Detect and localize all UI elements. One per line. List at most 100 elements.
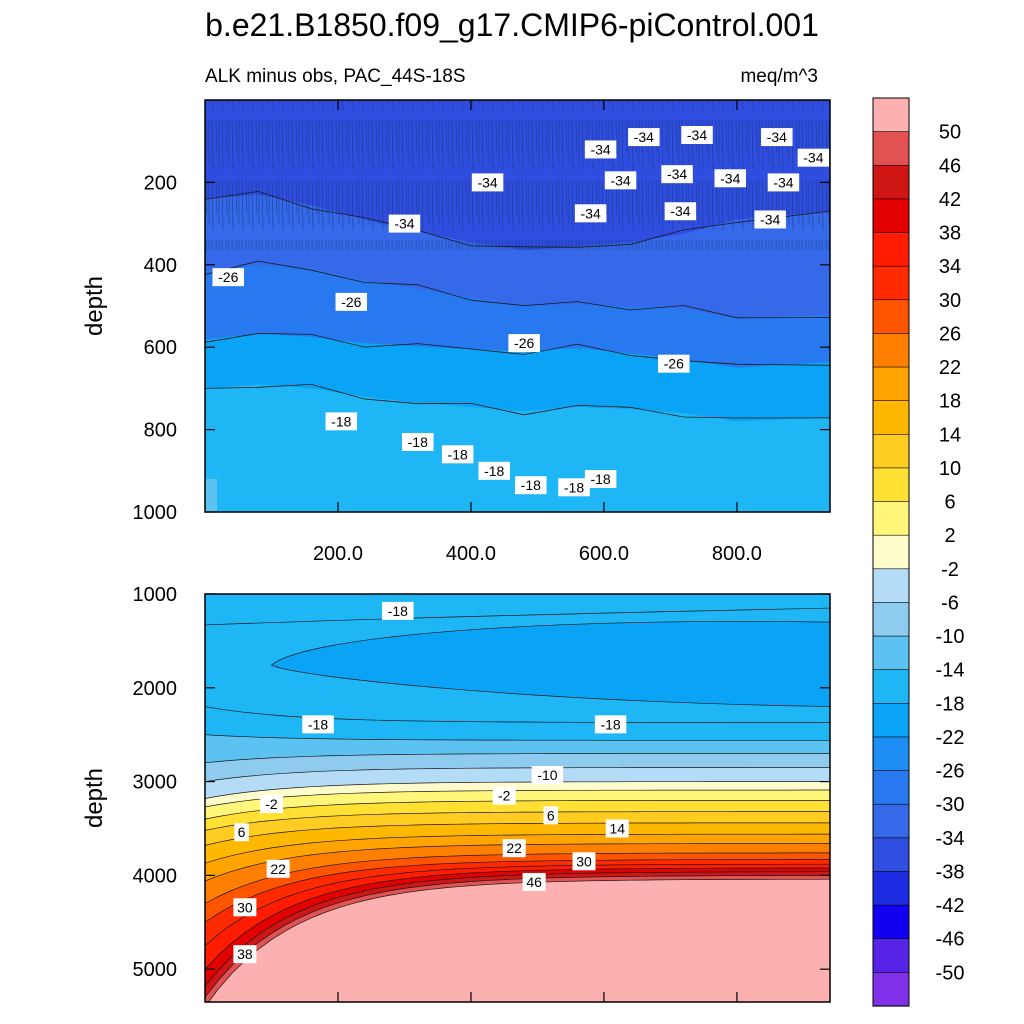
colorbar-swatch-11 [872,467,910,503]
colorbar-label-9: 14 [939,424,961,446]
lower-contour-panel: -18 -18 -18 -10 -2 -2 6 6 14 22 22 30 30 38 46 1000 200… [81,584,831,1003]
colorbar-swatch-15 [872,602,910,637]
colorbar-swatch-22 [872,837,910,873]
lower-contour-line-10 [205,811,830,831]
upper-xtick-label-3: 800.0 [712,543,762,565]
colorbar-swatch-3 [872,198,910,234]
upper-xtick-label-2: 600.0 [579,543,629,565]
colorbar-swatch-16 [872,635,910,671]
lower-contour-label-bg-5 [492,786,516,805]
colorbar-swatch-5 [872,265,910,301]
colorbar-label-8: 18 [939,391,961,413]
panel-subtitle-left: ALK minus obs, PAC_44S-18S [205,66,466,87]
upper-contour-label-5: -34 [761,128,793,147]
upper-contour-label-bg-15 [335,292,368,311]
upper-contour-line--18 [205,383,830,419]
colorbar: 50 46 42 38 34 30 26 22 18 14 10 6 2 -2 -6 -10 -14 -18 -22… [872,97,965,1007]
upper-contour-label-text-18: -18 [331,413,351,429]
upper-contour-label-bg-19 [402,432,434,451]
lower-contour-label-13: 38 [233,945,257,964]
lower-ytick-label-4: 5000 [133,959,178,981]
upper-xtick-label-0: 200.0 [313,543,363,565]
upper-contour-label-3: -34 [628,128,660,147]
upper-xtick-label-1: 400.0 [446,543,496,565]
lower-plot-frame [204,593,831,1003]
lower-y-axis-label: depth [81,768,108,828]
upper-contour-label-text-23: -18 [564,479,584,495]
lower-axes: 1000 2000 3000 4000 5000 [133,584,830,1002]
upper-contour-label-8: -34 [661,165,693,184]
lower-contour-label-bg-14 [522,872,546,891]
colorbar-frame [872,97,910,1007]
upper-contour-label-bg-12 [664,202,697,221]
colorbar-label-11: 6 [944,492,955,514]
upper-contour-label-18: -18 [325,412,358,431]
lower-contour-line--6 [205,767,830,782]
lower-contour-line-2 [205,789,830,808]
upper-ytick-label-2: 600 [144,337,177,359]
colorbar-swatch-8 [872,366,910,402]
upper-contour-label-bg-3 [628,128,660,147]
lower-contour-label-10: 22 [502,839,526,858]
upper-contour-label-23: -18 [558,478,590,497]
lower-contour-label-text-3: -10 [537,767,557,783]
upper-ytick-label-0: 200 [144,172,177,194]
colorbar-swatch-1 [872,131,910,166]
upper-contour-label-text-11: -34 [581,205,601,221]
lower-contour-line-18 [205,833,830,864]
colorbar-swatch-24 [872,904,910,940]
lower-ytick-label-0: 1000 [133,584,178,606]
colorbar-label-1: 46 [939,155,961,177]
upper-contour-label-bg-11 [574,204,607,223]
upper-contour-label-bg-0 [388,214,421,233]
upper-contour-label-21: -18 [478,461,510,480]
upper-contour-label-10: -34 [767,173,800,192]
upper-contour-label-text-5: -34 [767,129,787,145]
upper-contour-line--34 [205,190,830,248]
colorbar-label-4: 34 [939,256,961,278]
upper-contour-label-bg-7 [604,171,637,190]
upper-contour-label-bg-14 [212,268,245,287]
upper-contour-label-text-16: -26 [514,335,534,351]
lower-contour-line--2 [205,781,830,799]
lower-contour-label-1: -18 [302,715,334,734]
lower-contour-label-bg-13 [233,945,257,964]
upper-contour-label-bg-8 [661,165,693,184]
colorbar-label-12: 2 [944,525,955,547]
lower-ytick-label-3: 4000 [133,865,178,887]
lower-contour-label-bg-2 [594,715,627,734]
upper-contour-label-2: -34 [584,140,617,159]
upper-contour-label-text-10: -34 [773,174,793,190]
upper-plot-frame [204,99,831,513]
lower-contour-label-bg-11 [572,852,596,871]
upper-contour-label-bg-13 [754,210,786,229]
upper-contour-label-13: -34 [754,210,786,229]
colorbar-label-15: -10 [936,626,965,648]
upper-contour-label-text-15: -26 [341,294,361,310]
lower-contour-label-text-13: 38 [237,946,253,962]
colorbar-label-21: -34 [936,828,965,850]
lower-contour-line-14 [205,822,830,846]
upper-contour-label-text-4: -34 [687,127,707,143]
upper-contour-labels: -34-34-34-34 -34 -34-34-34 -34 -34 -34-34 -34-… [212,126,830,497]
lower-filled-contours [205,594,830,1002]
upper-contour-label-16: -26 [508,334,540,353]
colorbar-label-14: -6 [941,592,959,614]
upper-contour-label-text-1: -34 [477,174,497,190]
upper-contour-label-text-22: -18 [521,477,541,493]
lower-contour-label-text-0: -18 [388,603,408,619]
lower-contour-line-42 [205,871,830,987]
lower-contour-label-4: -2 [259,795,283,814]
colorbar-label-16: -14 [936,660,965,682]
upper-contour-label-text-13: -34 [760,211,780,227]
lower-ytick-label-2: 3000 [133,772,178,794]
upper-contour-label-bg-5 [761,128,793,147]
lower-contour-label-bg-1 [302,715,334,734]
upper-contour-label-22: -18 [515,476,547,495]
colorbar-label-6: 26 [939,323,961,345]
colorbar-swatch-20 [872,770,910,805]
figure-title: b.e21.B1850.f09_g17.CMIP6-piControl.001 [205,7,819,43]
lower-contour-line-34 [205,863,830,946]
colorbar-label-25: -50 [936,962,965,984]
colorbar-swatch-9 [872,400,910,435]
